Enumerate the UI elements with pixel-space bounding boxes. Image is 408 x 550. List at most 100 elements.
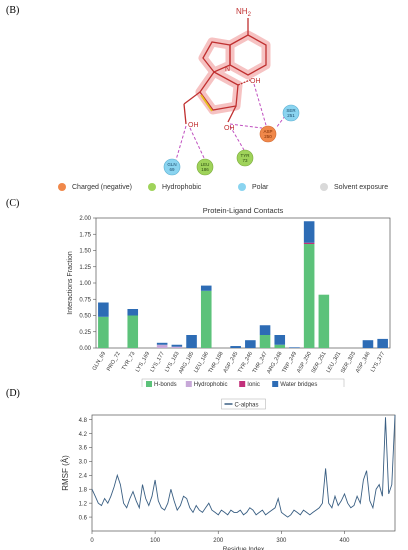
bar-segment bbox=[259, 325, 271, 335]
interaction-lines bbox=[175, 83, 289, 161]
legend-hydrophobic: Hydrophobic bbox=[148, 183, 201, 191]
bar-segment bbox=[156, 342, 168, 345]
y-tick-label: 1.2 bbox=[79, 501, 88, 507]
rmsf-line bbox=[91, 414, 396, 518]
bar-chart-legend-box bbox=[141, 378, 345, 387]
charged-swatch bbox=[58, 183, 66, 191]
y-tick-label: 1.75 bbox=[79, 232, 91, 238]
rmsf-line-chart: 0.6 1.2 1.8 2.4 3.0 3.6 4.2 4.8 0 100 200 300 400 Res… bbox=[61, 398, 396, 550]
bar-segment bbox=[98, 316, 109, 348]
legend-charged-label: Charged (negative) bbox=[72, 183, 132, 191]
legend-swatch bbox=[239, 381, 246, 387]
svg-text:LEU: LEU bbox=[201, 162, 210, 167]
x-tick-label: 200 bbox=[213, 538, 224, 544]
ligand-structure bbox=[183, 18, 267, 125]
residue-leu-186: LEU 186 bbox=[196, 158, 214, 176]
x-tick-label: 100 bbox=[150, 538, 161, 544]
y-tick-label: 0.25 bbox=[79, 330, 91, 336]
solvent-swatch bbox=[320, 183, 328, 191]
panel-d-label: (D) bbox=[6, 388, 20, 399]
y-tick-label: 1.8 bbox=[79, 487, 88, 493]
bar-segment bbox=[127, 315, 139, 348]
legend-label: H-bonds bbox=[154, 382, 177, 387]
bar-segment bbox=[289, 347, 300, 348]
residue-gln-69: GLN 69 bbox=[163, 158, 181, 176]
polar-swatch bbox=[238, 183, 246, 191]
bar-segment bbox=[156, 344, 168, 348]
y-tick-label: 0.75 bbox=[79, 297, 91, 303]
legend-swatch bbox=[185, 381, 192, 387]
y-tick-label: 2.00 bbox=[79, 216, 91, 222]
bar-chart-frame bbox=[95, 217, 391, 349]
y-tick-label: 4.8 bbox=[79, 418, 88, 424]
residue-asp-250: ASP 250 bbox=[259, 125, 277, 143]
bar-segment bbox=[186, 335, 197, 348]
bar-chart-ylabel: Interactions Fraction bbox=[67, 251, 74, 315]
svg-text:186: 186 bbox=[201, 167, 209, 172]
residue-ser-251: SER 251 bbox=[282, 104, 300, 122]
legend-solvent-label: Solvent exposure bbox=[334, 183, 389, 191]
oh-label-3: OH bbox=[188, 122, 199, 129]
legend-polar: Polar bbox=[238, 183, 268, 191]
y-tick-label: 1.25 bbox=[79, 265, 91, 271]
oh-label-2: OH bbox=[224, 125, 235, 132]
y-tick-label: 0.00 bbox=[79, 346, 91, 352]
legend-solvent: Solvent exposure bbox=[320, 183, 388, 191]
bar-segment bbox=[274, 344, 286, 348]
legend-charged: Charged (negative) bbox=[58, 183, 132, 191]
svg-text:TYR: TYR bbox=[241, 153, 251, 158]
bar-segment bbox=[245, 340, 256, 348]
line-legend-label: C-alphas bbox=[235, 403, 259, 409]
panel-c-label: (C) bbox=[6, 198, 20, 209]
y-tick-label: 0.6 bbox=[79, 515, 88, 521]
bar-segment bbox=[98, 302, 109, 317]
contacts-bar-chart: Protein-Ligand Contacts 0.00 0.25 0.50 0.75 1… bbox=[67, 206, 391, 387]
n-atom-label: N bbox=[225, 66, 230, 73]
hydrophobic-swatch bbox=[148, 183, 156, 191]
legend-label: Water bridges bbox=[280, 382, 317, 387]
bar-segment bbox=[362, 340, 374, 348]
x-tick-label: LYS_377 bbox=[370, 351, 386, 373]
x-tick-label: 300 bbox=[276, 538, 287, 544]
interaction-diagram: NH2 N OH OH OH ASP 250 SER 251 TYR 73 LE… bbox=[163, 7, 300, 176]
bar-segment bbox=[200, 290, 212, 348]
y-tick-label: 3.6 bbox=[79, 446, 88, 452]
legend-label: Hydrophobic bbox=[194, 382, 228, 387]
legend-hydrophobic-label: Hydrophobic bbox=[162, 183, 202, 191]
y-tick-label: 0.50 bbox=[79, 314, 91, 320]
bar-segment bbox=[127, 309, 139, 316]
x-tick-label: 0 bbox=[90, 538, 94, 544]
y-tick-label: 1.00 bbox=[79, 281, 91, 287]
line-legend-box bbox=[221, 398, 266, 410]
x-tick-label: TYR_73 bbox=[121, 351, 136, 371]
svg-text:250: 250 bbox=[264, 134, 272, 139]
residue-tyr-73: TYR 73 bbox=[236, 149, 254, 167]
y-tick-label: 3.0 bbox=[79, 460, 88, 466]
svg-text:ASP: ASP bbox=[263, 129, 272, 134]
bar-segment bbox=[318, 294, 330, 348]
bar-segment bbox=[171, 346, 183, 348]
svg-text:GLN: GLN bbox=[167, 162, 176, 167]
x-tick-label: GLN_69 bbox=[92, 351, 107, 372]
legend-swatch bbox=[146, 381, 152, 387]
bar-segment bbox=[259, 335, 271, 348]
bar-segment bbox=[200, 285, 212, 291]
bar-chart-title: Protein-Ligand Contacts bbox=[203, 206, 284, 215]
legend-label: Ionic bbox=[247, 382, 260, 387]
bar-segment bbox=[274, 335, 286, 345]
line-chart-xlabel: Residue Index bbox=[223, 546, 265, 550]
bar-segment bbox=[230, 346, 241, 348]
bar-segment bbox=[377, 338, 388, 348]
svg-text:251: 251 bbox=[287, 113, 295, 118]
legend-polar-label: Polar bbox=[252, 183, 269, 191]
bar-segment bbox=[303, 242, 315, 244]
svg-text:SER: SER bbox=[286, 108, 296, 113]
y-tick-label: 1.50 bbox=[79, 249, 91, 255]
amine-label: NH2 bbox=[236, 7, 252, 18]
svg-text:73: 73 bbox=[242, 158, 248, 163]
y-tick-label: 4.2 bbox=[79, 432, 88, 438]
line-chart-frame bbox=[91, 414, 396, 532]
y-tick-label: 2.4 bbox=[79, 474, 88, 480]
legend-swatch bbox=[272, 381, 279, 387]
